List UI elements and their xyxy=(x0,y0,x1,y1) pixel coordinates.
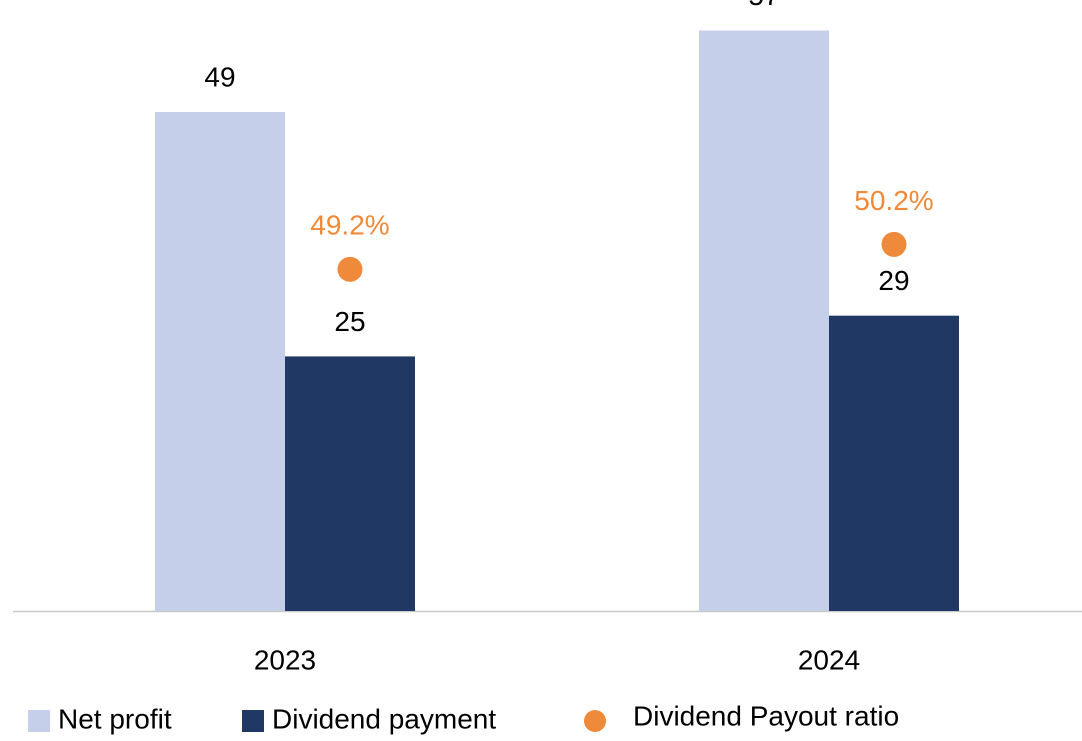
data-label: 49.2% xyxy=(310,210,389,241)
bar xyxy=(155,112,285,612)
legend-label: Dividend payment xyxy=(272,703,496,734)
legend-label: Dividend Payout ratio xyxy=(633,700,899,731)
legend-swatch xyxy=(584,710,606,732)
data-label: 25 xyxy=(334,306,365,337)
data-label: 49 xyxy=(204,61,235,92)
bar xyxy=(285,356,415,611)
dot xyxy=(881,231,907,257)
legend-swatch xyxy=(242,710,264,732)
legend-swatch xyxy=(28,710,50,732)
data-label: 50.2% xyxy=(854,185,933,216)
dot xyxy=(337,256,363,282)
bar xyxy=(699,30,829,612)
x-tick-label: 2023 xyxy=(254,644,316,675)
x-tick-label: 2024 xyxy=(798,644,860,675)
legend-label: Net profit xyxy=(58,703,172,734)
data-label: 29 xyxy=(878,265,909,296)
bar xyxy=(829,315,959,611)
data-label: 57 xyxy=(748,0,779,11)
